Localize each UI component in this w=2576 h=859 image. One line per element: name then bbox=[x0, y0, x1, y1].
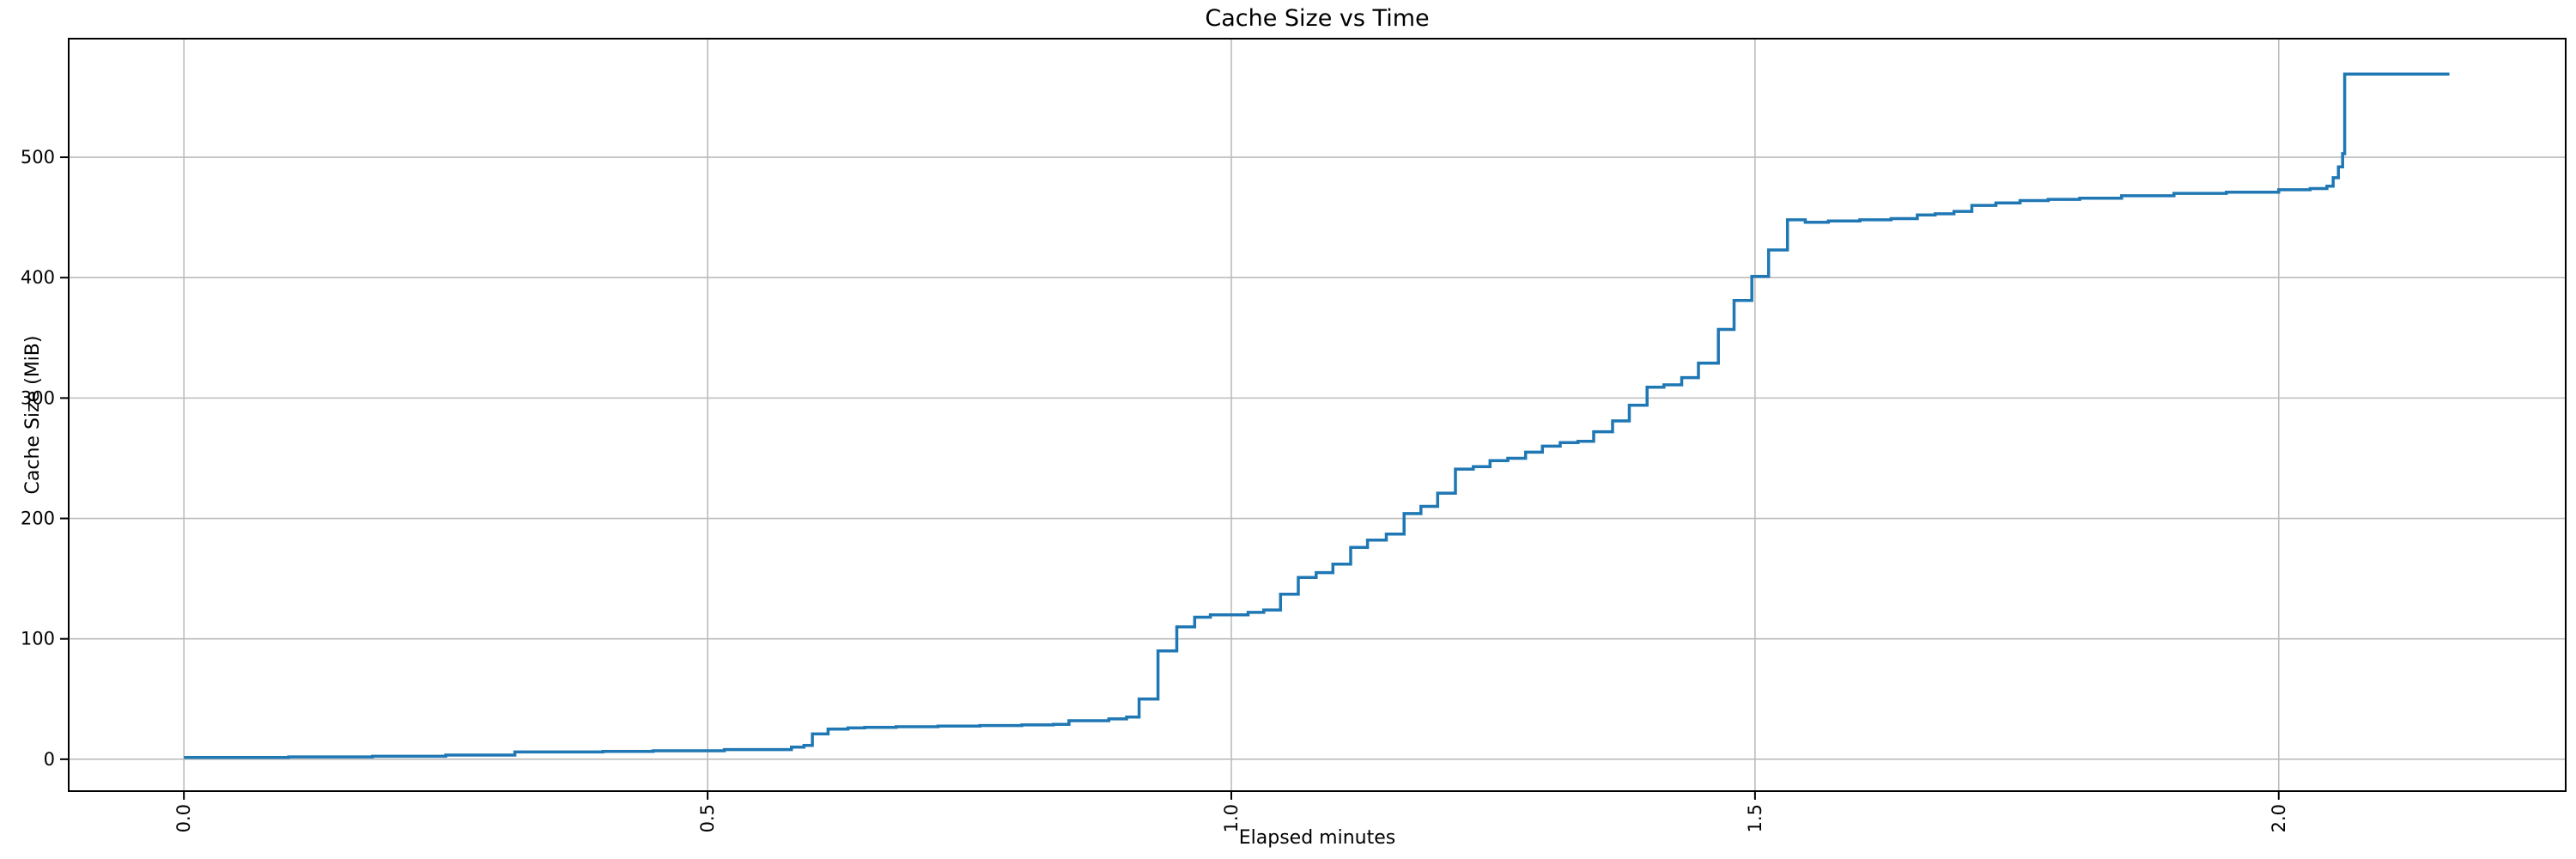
y-tick-label: 0 bbox=[44, 749, 55, 770]
y-tick-label: 500 bbox=[21, 147, 55, 168]
gridlines bbox=[69, 39, 2566, 791]
x-tick-label: 1.0 bbox=[1221, 804, 1242, 832]
y-tick-label: 100 bbox=[21, 629, 55, 649]
series-path-cache_size_mib bbox=[184, 72, 2450, 759]
chart-title: Cache Size vs Time bbox=[1205, 5, 1429, 32]
axis-ticks bbox=[60, 156, 2280, 800]
x-axis-label: Elapsed minutes bbox=[1239, 827, 1395, 849]
axis-tick-labels: 0.0 0.5 1.0 1.5 2.0 0 100 200 300 400 500 bbox=[21, 147, 2289, 832]
y-tick-label: 400 bbox=[21, 267, 55, 288]
x-tick-label: 0.0 bbox=[173, 804, 194, 832]
series-line bbox=[184, 72, 2450, 759]
x-tick-label: 0.5 bbox=[697, 804, 718, 832]
y-tick-label: 300 bbox=[21, 387, 55, 408]
plot-border bbox=[68, 38, 2567, 792]
y-tick-label: 200 bbox=[21, 509, 55, 529]
y-axis-label: Cache Size (MiB) bbox=[22, 336, 44, 495]
x-tick-label: 2.0 bbox=[2269, 804, 2289, 832]
x-tick-label: 1.5 bbox=[1745, 804, 1765, 832]
